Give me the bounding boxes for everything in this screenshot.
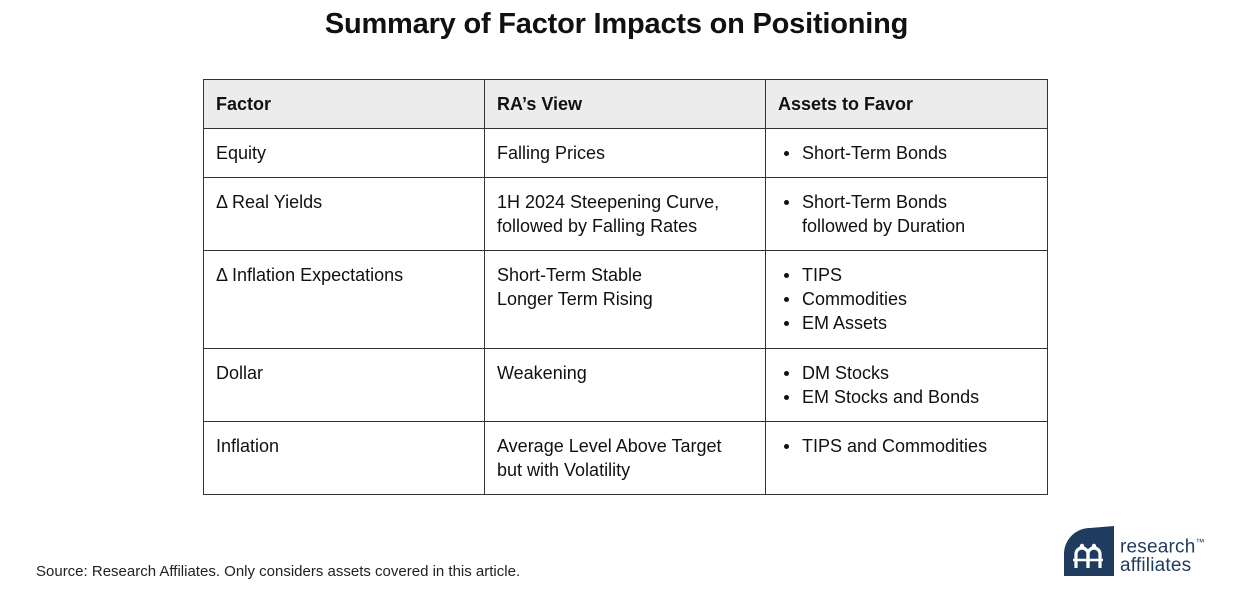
assets-list: TIPS and Commodities bbox=[778, 434, 1037, 458]
table-row: Dollar Weakening DM Stocks EM Stocks and… bbox=[203, 348, 1048, 422]
factor-impacts-table: Factor RA’s View Assets to Favor Equity … bbox=[203, 79, 1048, 495]
factor-cell: Inflation bbox=[203, 421, 485, 495]
asset-item: EM Stocks and Bonds bbox=[778, 385, 1037, 409]
asset-item: Short-Term Bonds followed by Duration bbox=[778, 190, 1037, 238]
view-text: Average Level Above Target bbox=[497, 436, 722, 456]
view-text: followed by Falling Rates bbox=[497, 216, 698, 236]
view-text: Falling Prices bbox=[497, 143, 606, 163]
table-row: Δ Real Yields 1H 2024 Steepening Curve, … bbox=[203, 177, 1048, 251]
asset-item: Short-Term Bonds bbox=[778, 141, 1037, 165]
asset-item: TIPS and Commodities bbox=[778, 434, 1037, 458]
table-row: Δ Inflation Expectations Short-Term Stab… bbox=[203, 250, 1048, 349]
view-cell: Weakening bbox=[484, 348, 766, 422]
column-header-assets-to-favor: Assets to Favor bbox=[765, 79, 1048, 129]
assets-list: Short-Term Bonds followed by Duration bbox=[778, 190, 1037, 238]
view-text: 1H 2024 Steepening Curve, bbox=[497, 192, 720, 212]
view-cell: Short-Term Stable Longer Term Rising bbox=[484, 250, 766, 349]
bullet-icon bbox=[784, 395, 789, 400]
factor-cell: Equity bbox=[203, 128, 485, 178]
assets-cell: TIPS and Commodities bbox=[765, 421, 1048, 495]
view-cell: 1H 2024 Steepening Curve, followed by Fa… bbox=[484, 177, 766, 251]
assets-list: DM Stocks EM Stocks and Bonds bbox=[778, 361, 1037, 409]
assets-cell: TIPS Commodities EM Assets bbox=[765, 250, 1048, 349]
asset-item: Commodities bbox=[778, 287, 1037, 311]
asset-item: EM Assets bbox=[778, 311, 1037, 335]
bullet-icon bbox=[784, 151, 789, 156]
view-text: Short-Term Stable bbox=[497, 265, 643, 285]
bullet-icon bbox=[784, 200, 789, 205]
assets-list: TIPS Commodities EM Assets bbox=[778, 263, 1037, 335]
view-cell: Average Level Above Target but with Vola… bbox=[484, 421, 766, 495]
assets-cell: Short-Term Bonds bbox=[765, 128, 1048, 178]
logo-mark-icon bbox=[1064, 526, 1114, 576]
source-note: Source: Research Affiliates. Only consid… bbox=[36, 563, 521, 580]
factor-cell: Δ Real Yields bbox=[203, 177, 485, 251]
view-text: Weakening bbox=[497, 363, 587, 383]
page-title: Summary of Factor Impacts on Positioning bbox=[324, 8, 909, 40]
logo-wordmark: research™ affiliates bbox=[1120, 536, 1205, 577]
assets-cell: DM Stocks EM Stocks and Bonds bbox=[765, 348, 1048, 422]
bullet-icon bbox=[784, 444, 789, 449]
bullet-icon bbox=[784, 371, 789, 376]
bullet-icon bbox=[784, 321, 789, 326]
factor-cell: Δ Inflation Expectations bbox=[203, 250, 485, 349]
research-affiliates-logo: research™ affiliates bbox=[1062, 524, 1222, 578]
factor-cell: Dollar bbox=[203, 348, 485, 422]
table-header-row: Factor RA’s View Assets to Favor bbox=[203, 79, 1048, 129]
bullet-icon bbox=[784, 273, 789, 278]
column-header-ra-view: RA’s View bbox=[484, 79, 766, 129]
assets-list: Short-Term Bonds bbox=[778, 141, 1037, 165]
table-row: Inflation Average Level Above Target but… bbox=[203, 421, 1048, 495]
asset-item: TIPS bbox=[778, 263, 1037, 287]
column-header-factor: Factor bbox=[203, 79, 485, 129]
assets-cell: Short-Term Bonds followed by Duration bbox=[765, 177, 1048, 251]
table-row: Equity Falling Prices Short-Term Bonds bbox=[203, 128, 1048, 178]
bullet-icon bbox=[784, 297, 789, 302]
view-cell: Falling Prices bbox=[484, 128, 766, 178]
asset-item: DM Stocks bbox=[778, 361, 1037, 385]
view-text: Longer Term Rising bbox=[497, 289, 653, 309]
view-text: but with Volatility bbox=[497, 460, 631, 480]
